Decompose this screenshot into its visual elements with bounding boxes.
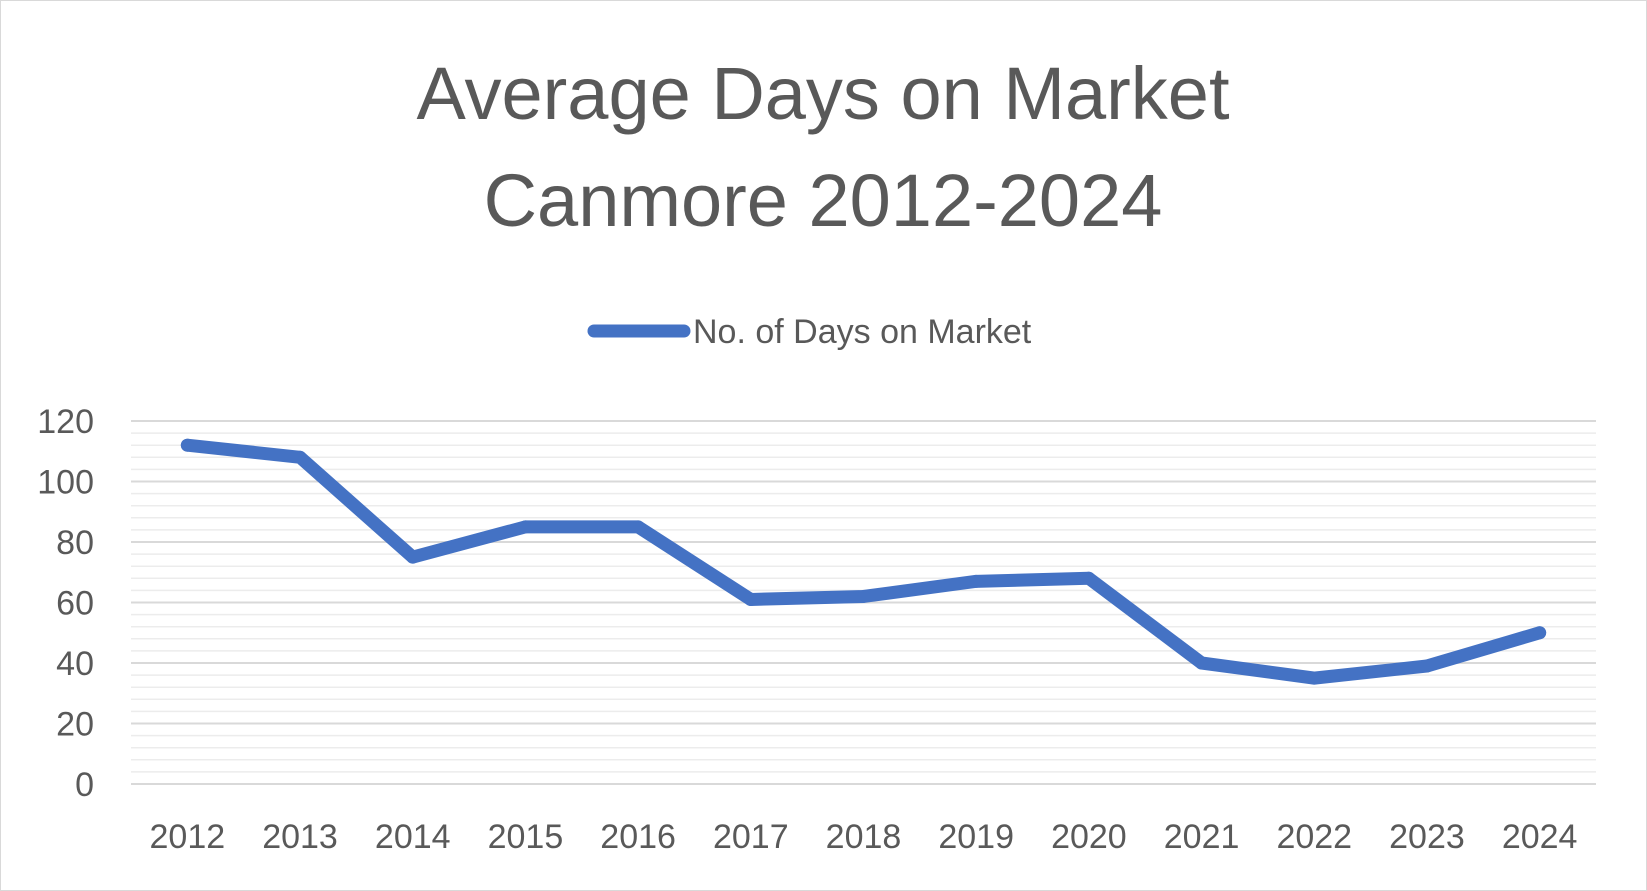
legend-label: No. of Days on Market [693, 313, 1032, 351]
axes: 0 20 40 60 80 100 120 2012 2013 2014 2015 2016 2017 2… [37, 403, 1577, 856]
y-tick-label: 120 [37, 403, 94, 441]
y-tick-label: 60 [56, 585, 94, 623]
x-tick-label: 2015 [488, 818, 564, 856]
data-point [744, 592, 758, 606]
y-tick-label: 100 [37, 464, 94, 502]
data-point [1533, 626, 1547, 640]
data-point [969, 574, 983, 588]
data-point [293, 450, 307, 464]
x-tick-label: 2014 [375, 818, 451, 856]
data-point [180, 438, 194, 452]
data-point [631, 520, 645, 534]
series-line [180, 438, 1547, 685]
x-tick-label: 2021 [1164, 818, 1240, 856]
chart-subtitle: Canmore 2012-2024 [484, 159, 1163, 242]
data-point [406, 550, 420, 564]
x-tick-label: 2012 [150, 818, 226, 856]
data-point [1420, 659, 1434, 673]
x-tick-label: 2024 [1502, 818, 1578, 856]
y-tick-label: 40 [56, 645, 94, 683]
series-layer [180, 438, 1547, 685]
x-tick-label: 2016 [600, 818, 676, 856]
data-point [1195, 656, 1209, 670]
y-tick-label: 0 [75, 766, 94, 804]
x-tick-label: 2013 [262, 818, 338, 856]
legend: No. of Days on Market [587, 313, 1032, 351]
data-point [857, 589, 870, 603]
data-point [1307, 671, 1321, 685]
chart-title: Average Days on Market [416, 52, 1229, 135]
x-tick-label: 2020 [1051, 818, 1127, 856]
x-tick-label: 2022 [1276, 818, 1352, 856]
x-tick-label: 2023 [1389, 818, 1465, 856]
x-tick-label: 2018 [826, 818, 902, 856]
y-tick-label: 80 [56, 524, 94, 562]
y-tick-label: 20 [56, 706, 94, 744]
x-tick-label: 2019 [938, 818, 1014, 856]
x-tick-label: 2017 [713, 818, 789, 856]
data-point [518, 520, 532, 534]
data-point [1082, 571, 1096, 585]
